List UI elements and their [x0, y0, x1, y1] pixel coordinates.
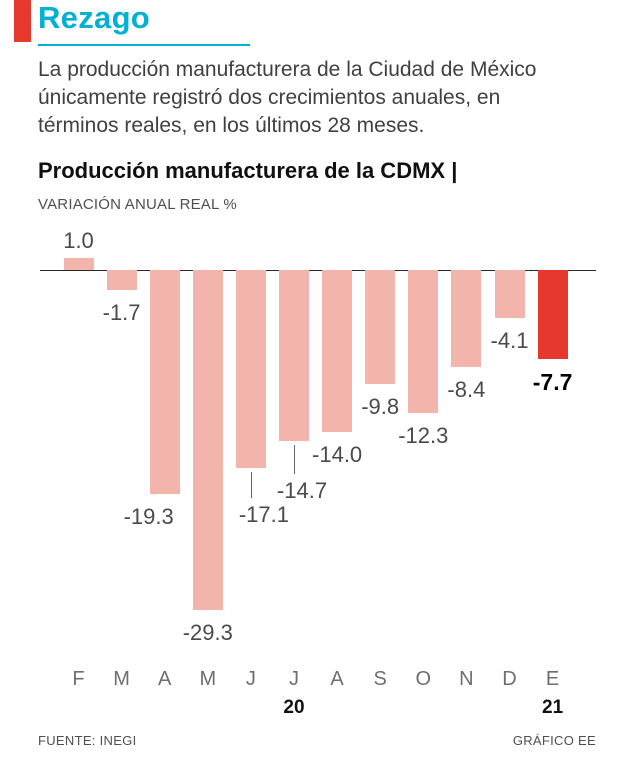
source-note: FUENTE: INEGI	[38, 733, 137, 748]
page-title: Rezago	[38, 0, 151, 35]
chart-title: Producción manufacturera de la CDMX |	[38, 158, 458, 183]
chart-subtitle: VARIACIÓN ANUAL REAL %	[38, 196, 237, 213]
bar-N-10	[451, 270, 482, 367]
bar-A-7	[322, 270, 353, 432]
intro-paragraph: La producción manufacturera de la Ciudad…	[38, 56, 536, 140]
bar-M-2	[106, 270, 137, 290]
month-label-M-4: M	[199, 668, 217, 690]
month-label-A-7: A	[330, 668, 344, 690]
bar-M-4	[192, 270, 223, 610]
month-label-A-3: A	[158, 668, 172, 690]
value-label-2: -1.7	[102, 300, 141, 325]
intro-line-1: La producción manufacturera de la Ciudad…	[38, 58, 537, 81]
bar-chart: 1.0 F -1.7 M -19.3 A -29.3 M -17.1 J -14.7 J -14.0 A -…	[0, 228, 634, 735]
zero-axis-line	[40, 270, 596, 271]
bar-O-9	[408, 270, 439, 413]
month-label-F-1: F	[72, 668, 85, 690]
month-label-J-6: J	[289, 668, 299, 690]
bar-J-6	[279, 270, 309, 441]
value-label-10: -8.4	[447, 377, 486, 402]
bar-D-11	[494, 270, 525, 318]
bar-A-3	[149, 270, 180, 494]
intro-line-3: términos reales, en los últimos 28 meses…	[38, 114, 425, 137]
value-label-1: 1.0	[63, 228, 94, 253]
bar-J-5	[235, 270, 266, 468]
value-label-5: -17.1	[238, 502, 289, 527]
bar-F-1	[63, 258, 94, 270]
intro-line-2: únicamente registró dos crecimientos anu…	[38, 86, 501, 109]
month-label-M-2: M	[113, 668, 130, 690]
bar-E-12	[537, 270, 568, 359]
month-label-N-10: N	[459, 668, 474, 690]
value-label-11: -4.1	[490, 328, 529, 353]
title-underline	[38, 44, 250, 46]
credit-note: GRÁFICO EE	[512, 733, 596, 748]
value-label-9: -12.3	[398, 423, 449, 448]
month-label-S-8: S	[373, 668, 387, 690]
value-label-6: -14.7	[276, 478, 328, 503]
month-label-J-5: J	[245, 668, 256, 690]
value-label-7: -14.0	[312, 442, 363, 467]
callout-line	[250, 472, 252, 498]
value-label-3: -19.3	[123, 504, 174, 529]
bar-S-8	[365, 270, 396, 384]
month-label-O-9: O	[415, 668, 432, 690]
year-label-21: 21	[542, 697, 564, 718]
month-label-E-12: E	[545, 668, 560, 690]
year-label-20: 20	[283, 697, 305, 718]
value-label-12: -7.7	[532, 369, 573, 395]
value-label-4: -29.3	[182, 620, 233, 645]
value-label-8: -9.8	[361, 394, 400, 419]
month-label-D-11: D	[502, 668, 517, 690]
callout-line	[294, 445, 295, 474]
red-accent-block	[14, 0, 31, 42]
